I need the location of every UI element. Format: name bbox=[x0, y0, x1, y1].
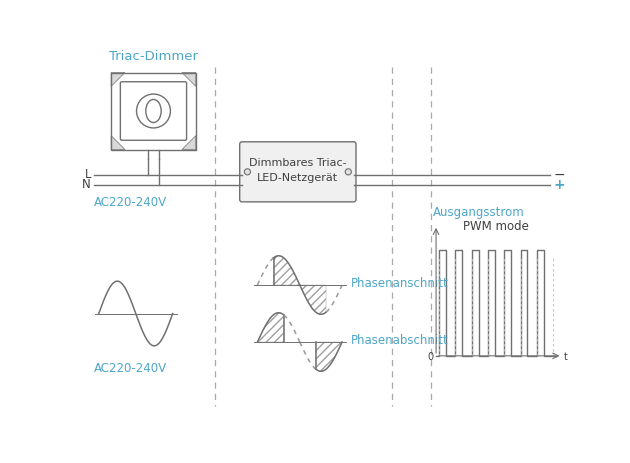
FancyBboxPatch shape bbox=[239, 142, 356, 202]
Polygon shape bbox=[182, 136, 196, 150]
Circle shape bbox=[345, 169, 352, 175]
Text: L: L bbox=[84, 169, 91, 181]
Text: Triac-Dimmer: Triac-Dimmer bbox=[109, 50, 198, 63]
Polygon shape bbox=[111, 136, 125, 150]
Text: N: N bbox=[83, 178, 91, 191]
Text: t: t bbox=[564, 351, 568, 362]
Text: +: + bbox=[553, 178, 564, 192]
Text: AC220-240V: AC220-240V bbox=[94, 362, 168, 375]
Text: Dimmbares Triac-
LED-Netzgerät: Dimmbares Triac- LED-Netzgerät bbox=[249, 158, 347, 183]
Circle shape bbox=[244, 169, 251, 175]
Text: Phasenabschnitt: Phasenabschnitt bbox=[352, 334, 449, 347]
Polygon shape bbox=[182, 73, 196, 87]
Text: PWM mode: PWM mode bbox=[463, 219, 529, 233]
Polygon shape bbox=[111, 73, 125, 87]
Text: Ausgangsstrom: Ausgangsstrom bbox=[433, 206, 525, 219]
Text: 0: 0 bbox=[428, 351, 434, 362]
Text: −: − bbox=[553, 168, 564, 182]
Text: Phasenanschnitt: Phasenanschnitt bbox=[352, 277, 449, 290]
Text: AC220-240V: AC220-240V bbox=[94, 196, 168, 209]
